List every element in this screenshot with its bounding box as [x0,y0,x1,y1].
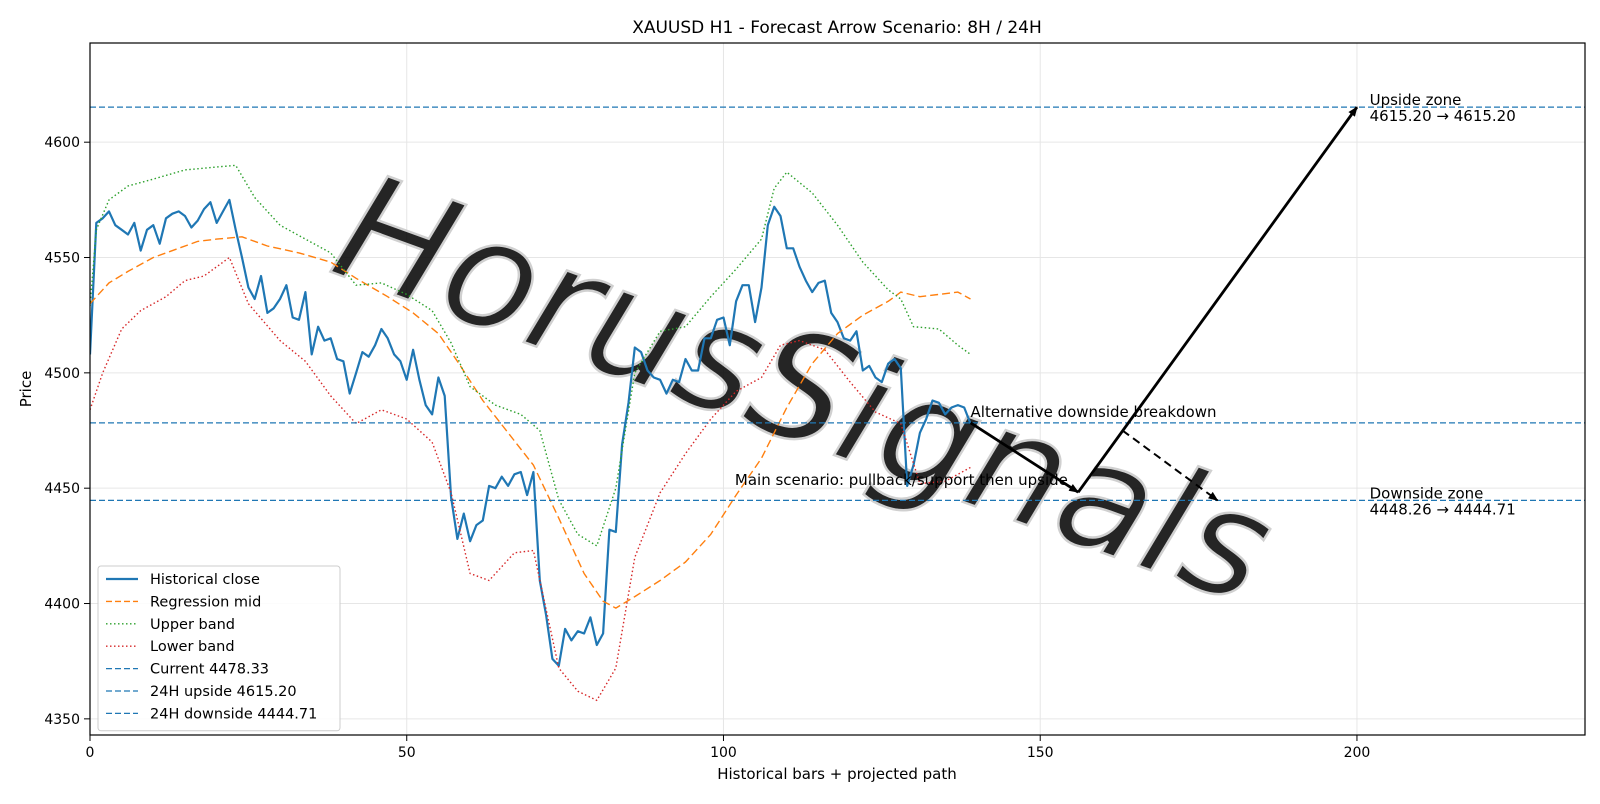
forecast-arrows [969,106,1359,502]
series-line-regression-mid [90,236,971,609]
x-tick-label: 150 [1027,745,1054,761]
legend-label: Lower band [150,639,235,655]
x-tick-label: 100 [710,745,737,761]
reference-lines [90,106,1585,502]
main-scenario-label-line: Main scenario: pullback/support then ups… [735,471,1068,489]
annotations: Upside zone 4615.20 → 4615.20 Downside zon… [735,91,1516,518]
series-line-historical-close [90,198,972,667]
legend-label: 24H upside 4615.20 [150,684,297,700]
downside-zone-label-line: 4448.26 → 4444.71 [1370,500,1516,518]
arrow-upside [1077,106,1359,494]
y-tick-label: 4350 [44,712,80,728]
main-scenario-label: Main scenario: pullback/support then ups… [735,471,1068,489]
legend-label: Regression mid [150,594,261,610]
downside-zone-label-line: Downside zone [1370,484,1484,502]
upside-zone-label: Upside zone 4615.20 → 4615.20 [1370,91,1516,125]
legend-label: 24H downside 4444.71 [150,706,317,722]
upside-zone-label-line: Upside zone [1370,91,1462,109]
x-axis-label: Historical bars + projected path [717,765,957,783]
legend-label: Upper band [150,617,235,633]
y-tick-label: 4600 [44,135,80,151]
x-tick-label: 50 [398,745,416,761]
axes: 0 50 100 150 200 4350 4400 4450 4500 4550 4600 [44,135,1370,761]
watermark: HorusSignals [313,139,1294,640]
watermark-text: HorusSignals [314,141,1293,639]
series-line-upper-band [90,164,971,547]
series-layer [90,164,972,702]
series-line-lower-band [90,256,971,702]
y-tick-label: 4400 [44,597,80,613]
legend: Historical close Regression mid Upper band… [97,565,341,732]
plot-frame [89,42,1586,736]
legend-box [97,565,341,732]
legend-label: Current 4478.33 [150,662,269,678]
x-tick-label: 0 [86,745,95,761]
y-axis-label: Price [17,371,35,408]
y-tick-label: 4550 [44,251,80,267]
x-tick-label: 200 [1344,745,1371,761]
y-tick-label: 4500 [44,366,80,382]
upside-zone-label-line: 4615.20 → 4615.20 [1370,107,1516,125]
alternative-label-line: Alternative downside breakdown [971,403,1217,421]
chart-title: XAUUSD H1 - Forecast Arrow Scenario: 8H … [632,18,1042,38]
legend-label: Historical close [150,572,260,588]
alternative-label: Alternative downside breakdown [971,403,1217,421]
arrow-alternative [1121,429,1219,502]
y-tick-label: 4450 [44,481,80,497]
arrow-pullback [969,421,1080,494]
downside-zone-label: Downside zone 4448.26 → 4444.71 [1370,484,1516,518]
